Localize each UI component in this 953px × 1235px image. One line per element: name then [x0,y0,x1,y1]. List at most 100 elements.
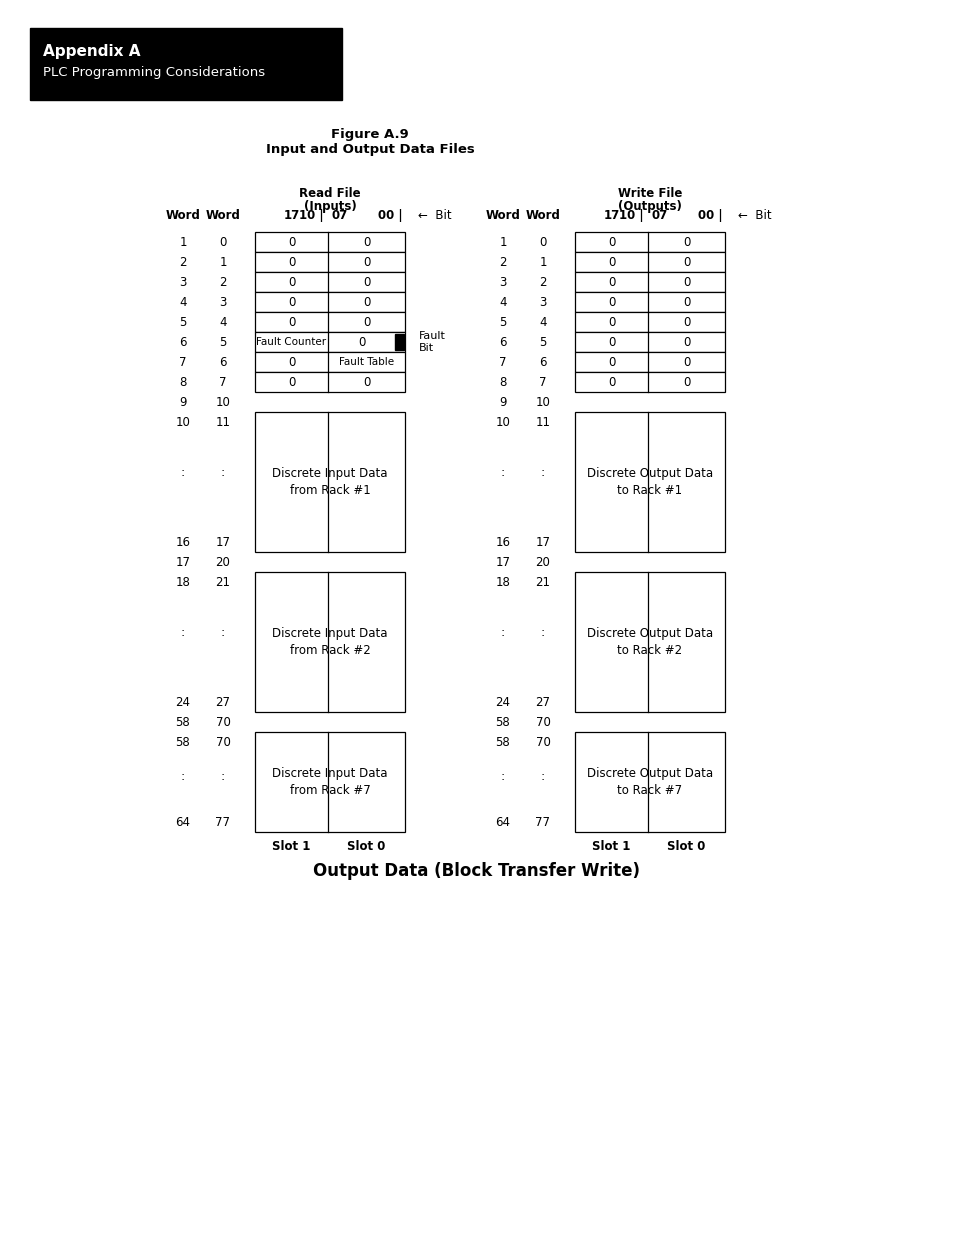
Text: 27: 27 [535,695,550,709]
Text: 1: 1 [219,256,227,268]
Bar [575,291,724,312]
Text: 6: 6 [179,336,187,348]
Bar [575,412,724,552]
Text: 00 |: 00 | [698,209,722,222]
Text: 0: 0 [607,315,615,329]
Text: 2: 2 [498,256,506,268]
Text: 0: 0 [607,236,615,248]
Text: 27: 27 [215,695,231,709]
Text: 07: 07 [332,209,348,222]
Bar [575,572,724,713]
Text: 0: 0 [362,295,370,309]
Text: 11: 11 [215,415,231,429]
Bar [575,732,724,832]
Text: :: : [221,625,225,638]
Text: 0: 0 [607,275,615,289]
Text: 00 |: 00 | [378,209,402,222]
Text: Output Data (Block Transfer Write): Output Data (Block Transfer Write) [314,862,639,881]
Text: 10: 10 [535,395,550,409]
Text: Discrete Input Data
from Rack #1: Discrete Input Data from Rack #1 [272,467,387,498]
Text: :: : [500,625,504,638]
Text: 24: 24 [175,695,191,709]
Text: 20: 20 [215,556,231,568]
Text: Discrete Output Data
to Rack #1: Discrete Output Data to Rack #1 [586,467,712,498]
Bar [254,372,405,391]
Text: 11: 11 [535,415,550,429]
Text: 0: 0 [682,295,689,309]
Text: 24: 24 [495,695,510,709]
Text: 4: 4 [538,315,546,329]
Text: Fault Table: Fault Table [338,357,394,367]
Text: :: : [540,625,544,638]
Text: 21: 21 [215,576,231,589]
Text: 10 |: 10 | [618,209,643,222]
Text: 8: 8 [179,375,187,389]
Text: 0: 0 [607,375,615,389]
Text: 6: 6 [538,356,546,368]
Bar [254,252,405,272]
Text: 0: 0 [682,236,689,248]
Text: 10: 10 [495,415,510,429]
Text: 0: 0 [682,275,689,289]
Text: 70: 70 [215,715,231,729]
Text: 0: 0 [607,356,615,368]
Text: :: : [540,769,544,783]
Text: 64: 64 [495,815,510,829]
Bar [30,28,341,100]
Text: :: : [181,625,185,638]
Text: 8: 8 [498,375,506,389]
Text: 4: 4 [179,295,187,309]
Bar [575,272,724,291]
Text: Appendix A: Appendix A [43,44,140,59]
Text: 0: 0 [362,256,370,268]
Text: :: : [181,466,185,478]
Text: 18: 18 [175,576,191,589]
Text: Fault
Bit: Fault Bit [418,331,445,353]
Text: :: : [500,769,504,783]
Bar [395,333,403,350]
Text: Slot 0: Slot 0 [666,840,705,853]
Text: 17: 17 [215,536,231,548]
Text: 0: 0 [607,295,615,309]
Text: 07: 07 [651,209,667,222]
Text: Figure A.9: Figure A.9 [331,128,409,141]
Text: 17: 17 [602,209,619,222]
Text: PLC Programming Considerations: PLC Programming Considerations [43,65,265,79]
Bar [254,232,405,252]
Text: 0: 0 [288,295,294,309]
Text: Word: Word [485,209,520,222]
Text: Discrete Input Data
from Rack #7: Discrete Input Data from Rack #7 [272,767,387,798]
Text: 58: 58 [496,715,510,729]
Text: 0: 0 [288,275,294,289]
Text: 77: 77 [535,815,550,829]
Text: 0: 0 [538,236,546,248]
Text: 0: 0 [682,256,689,268]
Text: (Inputs): (Inputs) [303,200,356,212]
Text: Word: Word [205,209,240,222]
Bar [575,252,724,272]
Text: :: : [221,466,225,478]
Text: Word: Word [166,209,200,222]
Bar [254,312,405,332]
Text: 0: 0 [288,256,294,268]
Text: 4: 4 [498,295,506,309]
Text: 0: 0 [219,236,227,248]
Text: Discrete Output Data
to Rack #2: Discrete Output Data to Rack #2 [586,626,712,657]
Text: 0: 0 [607,256,615,268]
Bar [254,732,405,832]
Text: 0: 0 [682,375,689,389]
Text: Slot 0: Slot 0 [347,840,385,853]
Text: 2: 2 [179,256,187,268]
Text: 17: 17 [283,209,299,222]
Text: 17: 17 [495,556,510,568]
Bar [254,352,405,372]
Text: 0: 0 [362,236,370,248]
Text: Write File: Write File [618,186,681,200]
Text: 70: 70 [535,715,550,729]
Text: ←  Bit: ← Bit [738,209,771,222]
Text: 70: 70 [535,736,550,748]
Text: 0: 0 [288,315,294,329]
Text: 70: 70 [215,736,231,748]
Text: 0: 0 [362,275,370,289]
Text: 4: 4 [219,315,227,329]
